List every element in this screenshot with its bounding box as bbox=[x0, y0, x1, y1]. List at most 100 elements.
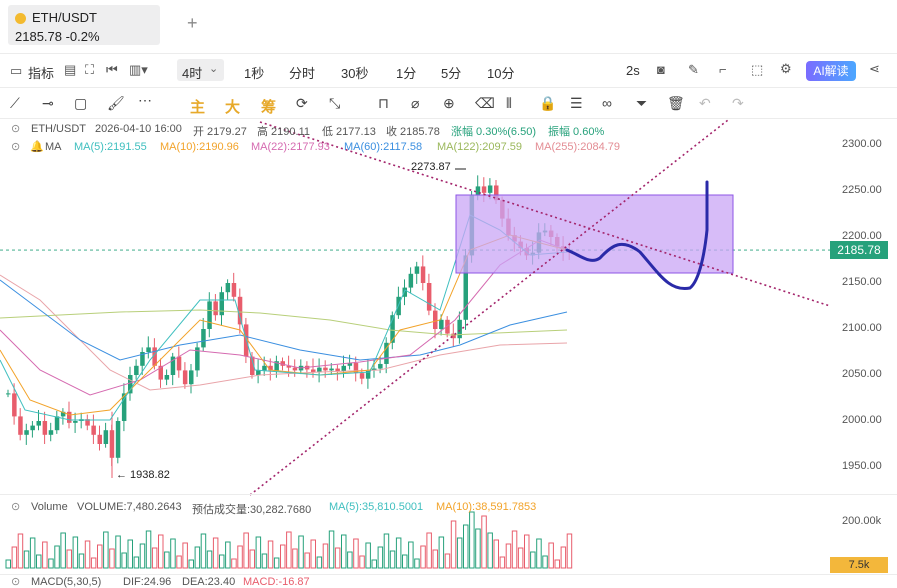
volume-bar bbox=[243, 532, 249, 569]
edit-list-icon[interactable]: ☰ bbox=[570, 95, 583, 111]
volume-bar bbox=[530, 551, 536, 569]
interval-select[interactable]: 4时 ⌄ bbox=[177, 59, 224, 81]
redo-icon[interactable]: ↷ bbox=[732, 95, 744, 111]
volume-bar bbox=[54, 545, 60, 569]
expand-icon[interactable]: ⛶ bbox=[85, 62, 95, 77]
indicators-icon: ▭ bbox=[10, 63, 23, 78]
magnet-icon[interactable]: ⊓ bbox=[378, 95, 389, 111]
volume-bar bbox=[48, 558, 54, 569]
axis-tick: 2300.00 bbox=[842, 138, 882, 150]
camera-icon[interactable]: ◙ bbox=[657, 62, 665, 77]
volume-bar bbox=[5, 559, 11, 569]
template-icon[interactable]: ▤ bbox=[64, 62, 77, 77]
eraser-icon[interactable]: ⌫ bbox=[475, 95, 495, 111]
volume-ma5: MA(5):35,810.5001 bbox=[329, 501, 424, 513]
interval-10m[interactable]: 10分 bbox=[487, 66, 515, 81]
interval-timeshare[interactable]: 分时 bbox=[289, 66, 316, 81]
volume-bar bbox=[255, 536, 262, 569]
legend-ma255: MA(255):2084.79 bbox=[535, 141, 620, 153]
collapse-icon[interactable]: ⊙ bbox=[11, 123, 21, 135]
replay-icon[interactable]: ⏮ bbox=[106, 62, 118, 77]
candle-body bbox=[323, 367, 328, 371]
interval-30s[interactable]: 30秒 bbox=[341, 66, 369, 81]
collapse-icon[interactable]: ⊙ bbox=[11, 501, 21, 513]
volume-bar bbox=[219, 554, 225, 569]
interval-selected-label: 4时 bbox=[182, 66, 203, 81]
eth-coin-icon bbox=[15, 13, 26, 24]
volume-bar bbox=[36, 554, 42, 569]
cycle-icon[interactable]: ⟳ bbox=[296, 95, 308, 111]
collapse-icon[interactable]: ⊙ bbox=[11, 141, 21, 153]
trend-line-icon[interactable]: ⟋ bbox=[10, 95, 20, 111]
volume-bar bbox=[249, 549, 255, 569]
candle-icon[interactable]: ⫴ bbox=[506, 95, 512, 111]
share-icon[interactable]: ⋖ bbox=[869, 61, 880, 76]
main-force-button[interactable]: 主 bbox=[190, 99, 206, 116]
refresh-rate[interactable]: 2s bbox=[626, 63, 640, 78]
rectangle-icon[interactable]: ▢ bbox=[74, 95, 88, 111]
axis-tick: 2250.00 bbox=[842, 184, 882, 196]
volume-bar bbox=[286, 531, 292, 569]
candle-body bbox=[18, 416, 23, 435]
volume-bar bbox=[414, 558, 420, 569]
candle-body bbox=[390, 315, 395, 343]
candle-body bbox=[250, 356, 255, 375]
candle-body bbox=[372, 368, 377, 371]
volume-current-tag: 7.5k bbox=[830, 557, 888, 573]
candle-body bbox=[60, 411, 66, 417]
ai-analysis-button[interactable]: AI解读 bbox=[806, 61, 856, 81]
volume-label: Volume bbox=[31, 501, 68, 513]
undo-icon[interactable]: ↶ bbox=[699, 95, 711, 111]
volume-bar bbox=[475, 528, 481, 569]
alert-bell-icon[interactable]: 🔔 bbox=[30, 141, 44, 153]
ruler-icon[interactable]: ⌀ bbox=[411, 95, 420, 111]
volume-bar bbox=[365, 542, 371, 569]
volume-bar bbox=[176, 555, 182, 569]
volume-bar bbox=[11, 546, 18, 569]
macd-value: MACD:-16.87 bbox=[243, 576, 310, 588]
chart-type-icon[interactable]: ▥▾ bbox=[129, 62, 148, 77]
big-order-button[interactable]: 大 bbox=[225, 99, 241, 116]
interval-5m[interactable]: 5分 bbox=[441, 66, 462, 81]
settings-icon[interactable]: ⚙ bbox=[780, 61, 792, 76]
more-tools-icon[interactable]: ⋯ bbox=[138, 92, 152, 108]
trash-icon[interactable]: 🗑 bbox=[667, 95, 685, 111]
divider bbox=[0, 494, 897, 495]
lock-icon[interactable]: 🔒 bbox=[539, 95, 557, 111]
pen-icon[interactable]: ✎ bbox=[688, 62, 699, 77]
volume-bar bbox=[560, 546, 567, 569]
add-tab-icon[interactable]: + bbox=[187, 13, 198, 33]
candle-body bbox=[445, 319, 450, 334]
chip-distribution-button[interactable]: 筹 bbox=[261, 99, 277, 116]
tab-pair-label: ETH/USDT bbox=[32, 10, 97, 25]
volume-bars-group bbox=[5, 511, 573, 569]
interval-1s[interactable]: 1秒 bbox=[244, 66, 265, 81]
legend-pair: ETH/USDT bbox=[31, 123, 86, 135]
volume-bar bbox=[188, 559, 194, 569]
legend-ma60: MA(60):2117.58 bbox=[344, 141, 423, 153]
collapse-icon[interactable]: ⊙ bbox=[11, 576, 21, 588]
indicators-button[interactable]: 指标 bbox=[28, 66, 55, 81]
volume-bar bbox=[164, 551, 170, 569]
horizontal-line-icon[interactable]: ⊸ bbox=[42, 95, 54, 111]
filter-icon[interactable]: ⏷ bbox=[636, 95, 648, 111]
measure-icon[interactable]: ⤡ bbox=[329, 95, 341, 111]
candle-body bbox=[237, 296, 243, 325]
interval-1m[interactable]: 1分 bbox=[396, 66, 417, 81]
volume-bar bbox=[469, 511, 475, 569]
volume-bar bbox=[353, 538, 359, 569]
layout-icon[interactable]: ⬚ bbox=[751, 62, 764, 77]
high-marker-label: 2273.87 bbox=[411, 161, 451, 173]
volume-bar bbox=[231, 558, 237, 569]
candle-body bbox=[103, 430, 109, 444]
volume-bar bbox=[23, 550, 30, 569]
note-icon[interactable]: ⌐ bbox=[719, 62, 727, 77]
zoom-in-icon[interactable]: ⊕ bbox=[443, 95, 455, 111]
link-icon[interactable]: ∞ bbox=[602, 95, 612, 111]
axis-tick: 2100.00 bbox=[842, 322, 882, 334]
symbol-tab[interactable]: ETH/USDT 2185.78 -0.2% bbox=[8, 5, 160, 45]
brush-icon[interactable]: 🖌 bbox=[107, 95, 125, 111]
volume-bar bbox=[371, 559, 377, 569]
candle-body bbox=[42, 421, 48, 435]
